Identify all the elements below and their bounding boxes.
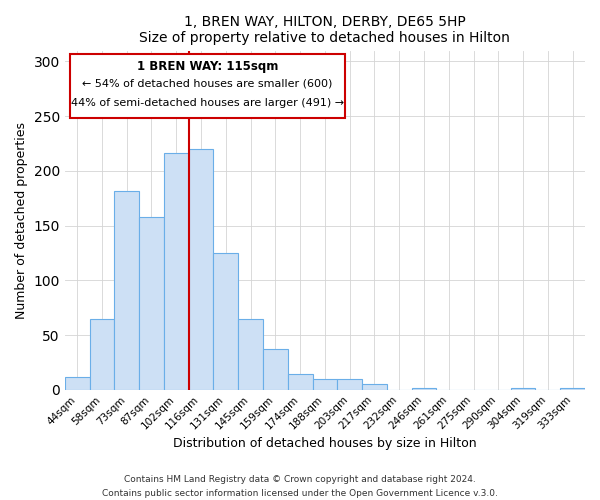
Bar (89, 318, 115, 390)
Bar (511, 388, 535, 390)
Y-axis label: Number of detached properties: Number of detached properties (15, 122, 28, 318)
Text: 44% of semi-detached houses are larger (491) →: 44% of semi-detached houses are larger (… (71, 98, 344, 108)
Bar (560, 388, 585, 390)
Bar (164, 154, 188, 390)
Bar (65, 376, 89, 390)
Bar (214, 253, 238, 390)
Bar (288, 374, 313, 390)
Text: Contains HM Land Registry data © Crown copyright and database right 2024.
Contai: Contains HM Land Registry data © Crown c… (102, 476, 498, 498)
Text: 1 BREN WAY: 115sqm: 1 BREN WAY: 115sqm (137, 60, 278, 74)
Text: ← 54% of detached houses are smaller (600): ← 54% of detached houses are smaller (60… (82, 79, 332, 89)
Bar (70, 54, 345, 118)
Bar (115, 190, 139, 390)
X-axis label: Distribution of detached houses by size in Hilton: Distribution of detached houses by size … (173, 437, 477, 450)
Bar (139, 217, 164, 390)
Bar (263, 349, 288, 390)
Bar (337, 379, 362, 390)
Bar (313, 379, 337, 390)
Title: 1, BREN WAY, HILTON, DERBY, DE65 5HP
Size of property relative to detached house: 1, BREN WAY, HILTON, DERBY, DE65 5HP Siz… (139, 15, 511, 45)
Bar (188, 149, 214, 390)
Bar (412, 388, 436, 390)
Bar (362, 384, 387, 390)
Bar (238, 318, 263, 390)
